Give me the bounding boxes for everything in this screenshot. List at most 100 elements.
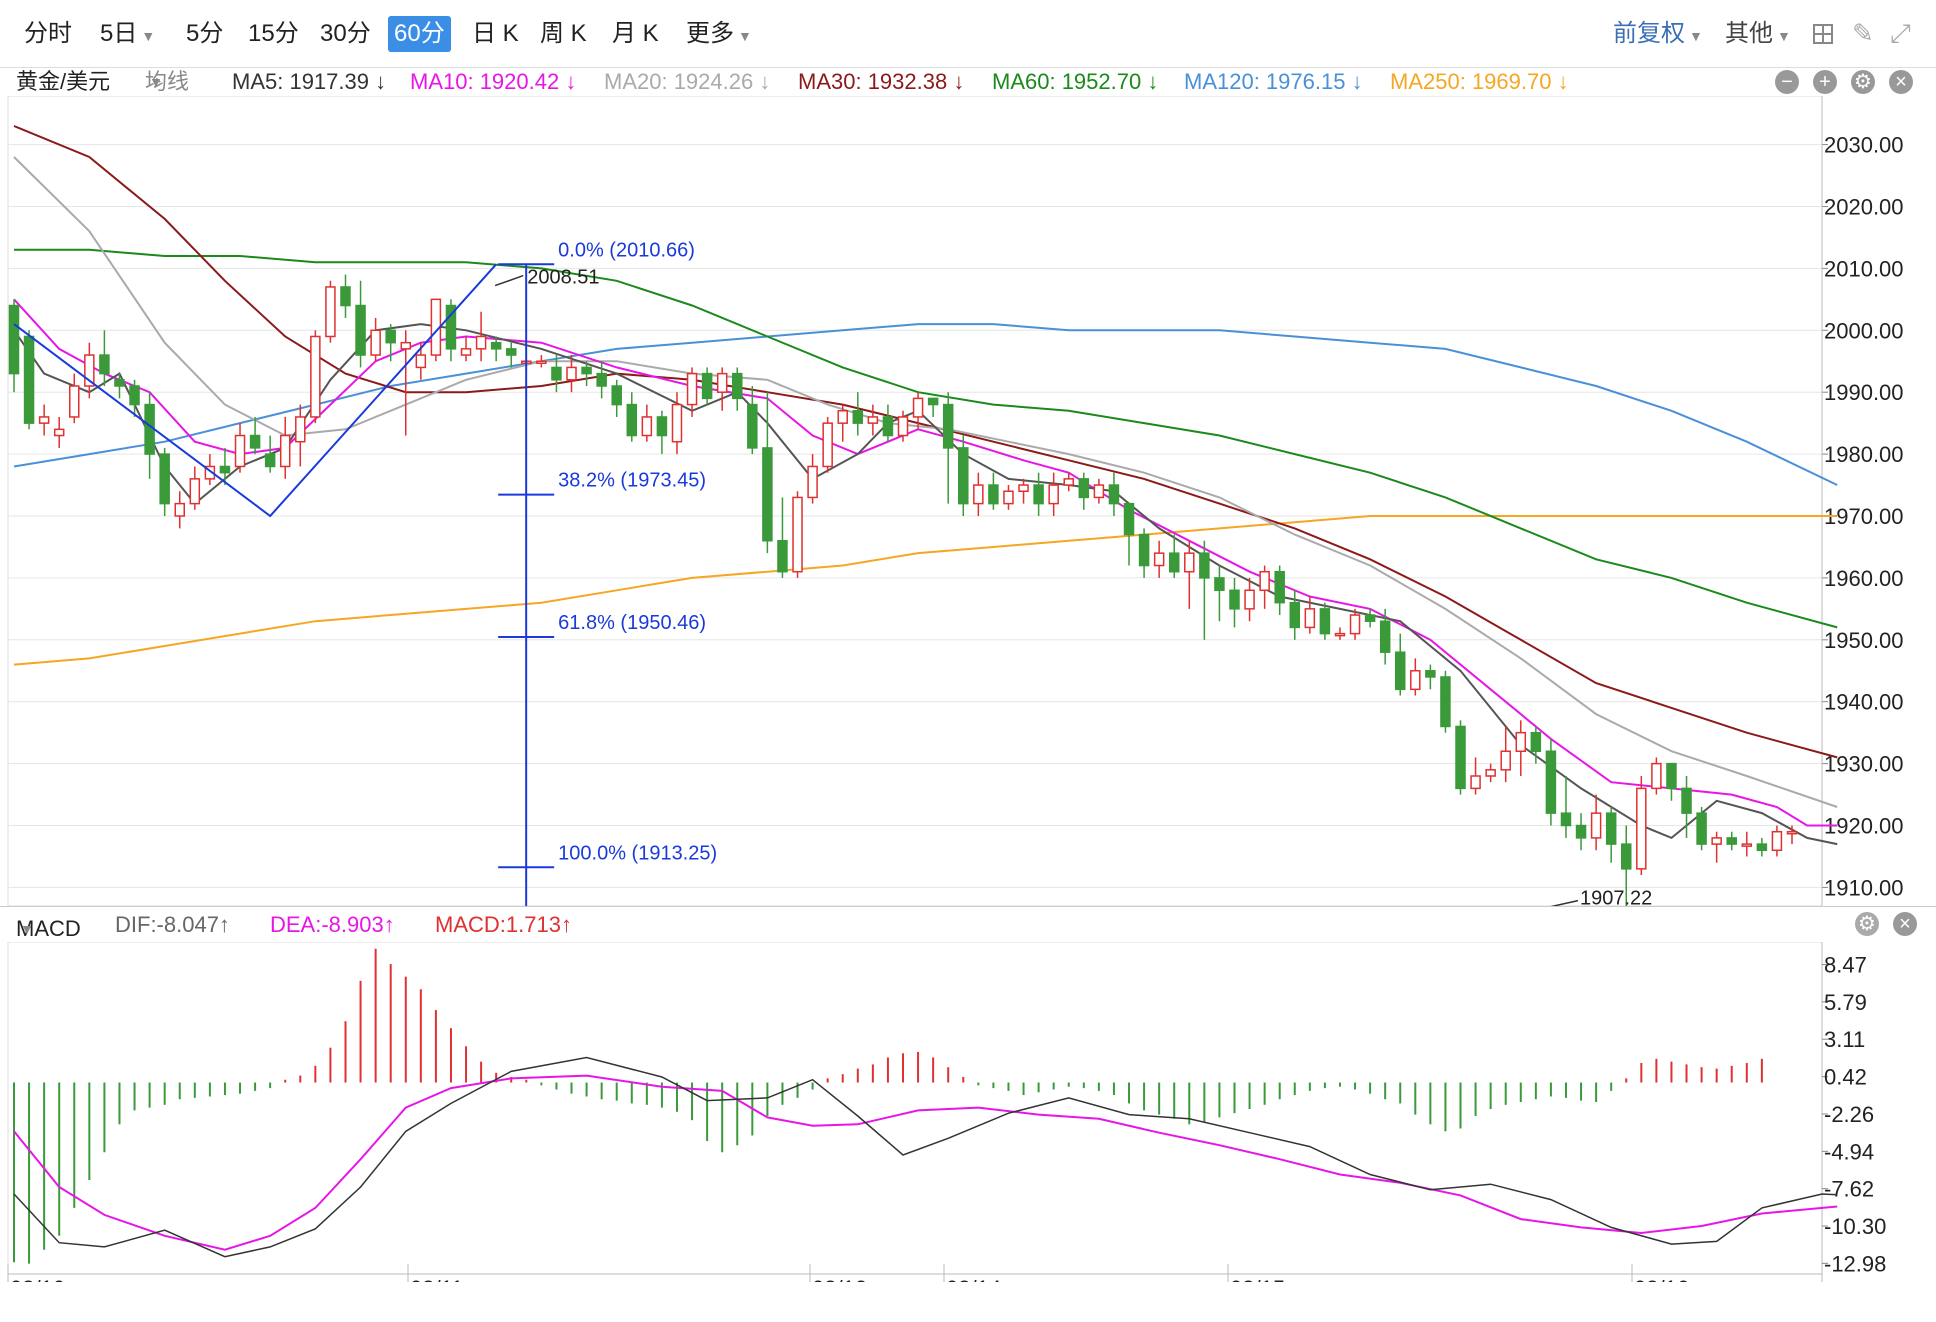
candle-body — [1199, 552, 1210, 579]
period-0[interactable]: 分时 — [24, 16, 72, 52]
macd-chart[interactable]: 8.47 5.79 3.11 0.42 -2.26 -4.94 -7.62 -10.30 -12… — [0, 942, 1936, 1282]
candle-body — [701, 372, 713, 400]
other-dropdown[interactable]: 其他 ▼ — [1725, 16, 1791, 52]
period-label: 周 K — [540, 20, 587, 47]
ma60-label: MA60: 1952.70 ↓ — [992, 69, 1159, 94]
candle-body — [596, 372, 607, 387]
period-7[interactable]: 周 K — [540, 16, 587, 52]
x-tick-label: 03/16 — [1634, 1276, 1689, 1282]
candle-body — [1666, 762, 1677, 790]
candle-body — [1093, 484, 1105, 499]
candle-body — [1696, 812, 1707, 845]
candle-body — [475, 335, 487, 350]
candle-body — [174, 502, 185, 517]
macd-y-tick-label: 5.79 — [1824, 990, 1867, 1015]
candle-body — [400, 341, 412, 350]
candle-body — [99, 354, 110, 375]
candle-body — [581, 366, 592, 375]
high-annotation: 2008.51 — [527, 267, 599, 289]
period-1[interactable]: 5日 ▼ — [100, 16, 155, 52]
candle-body — [942, 403, 954, 449]
candle-body — [1681, 787, 1692, 814]
adjust-label: 前复权 — [1613, 20, 1685, 47]
candle-body — [159, 453, 170, 505]
ma30-line — [13, 125, 1838, 759]
candle-body — [1319, 608, 1331, 635]
fib-trend-line — [13, 263, 497, 518]
candle-body — [1545, 750, 1557, 814]
adjust-dropdown[interactable]: 前复权 ▼ — [1613, 16, 1703, 52]
candle-body — [988, 484, 999, 505]
candle-body — [204, 465, 216, 480]
period-8[interactable]: 月 K — [612, 16, 659, 52]
chevron-down-icon: ▼ — [1689, 28, 1703, 44]
x-tick-label: 03/14 — [946, 1276, 1001, 1282]
candle-body — [1636, 787, 1647, 870]
candle-body — [114, 379, 125, 387]
candle-body — [1003, 490, 1014, 505]
candle-body — [867, 416, 879, 424]
candle-body — [566, 366, 577, 381]
y-tick-label: 2010.00 — [1824, 256, 1904, 281]
candle-body — [1274, 570, 1285, 604]
candle-body — [1605, 812, 1617, 845]
fib-level-label: 38.2% (1973.45) — [558, 470, 706, 492]
candle-body — [1379, 620, 1391, 653]
candle-body — [837, 410, 848, 424]
x-tick-label: 03/12 — [812, 1276, 867, 1282]
period-3[interactable]: 15分 — [248, 16, 299, 52]
ma-type-label: 均线 — [145, 69, 190, 94]
period-label: 15分 — [248, 20, 299, 47]
candle-body — [792, 496, 803, 573]
ma20-label: MA20: 1924.26 ↓ — [604, 69, 771, 94]
period-6[interactable]: 日 K — [472, 16, 519, 52]
fib-level-label: 0.0% (2010.66) — [558, 239, 695, 261]
zoom-out-icon[interactable]: − — [1775, 70, 1799, 94]
y-tick-label: 1920.00 — [1824, 814, 1904, 839]
price-chart[interactable]: 2030.00 2020.00 2010.00 2000.00 1990.00 1980.… — [0, 96, 1936, 906]
candle-body — [1063, 478, 1074, 486]
candle-body — [852, 410, 864, 424]
macd-y-tick-label: -10.30 — [1824, 1214, 1886, 1239]
candle-body — [189, 478, 201, 505]
candle-body — [325, 286, 336, 338]
candle-body — [1485, 769, 1496, 777]
period-label: 月 K — [612, 20, 659, 47]
chevron-down-icon: ▼ — [149, 74, 163, 90]
dea-line — [13, 1074, 1838, 1251]
candle-body — [686, 372, 698, 406]
period-5[interactable]: 60分 — [388, 16, 451, 52]
y-tick-label: 1990.00 — [1824, 380, 1904, 405]
period-label: 更多 — [686, 20, 734, 47]
candle-body — [1621, 843, 1632, 870]
candle-body — [1425, 670, 1436, 678]
macd-gear-icon[interactable]: ⚙ — [1855, 912, 1879, 936]
arrow-icon — [1550, 899, 1579, 906]
candle-body — [1786, 830, 1798, 835]
ma5-label: MA5: 1917.39 ↓ — [232, 69, 387, 94]
candle-body — [1349, 614, 1361, 635]
candle-body — [1470, 775, 1481, 790]
macd-value-label: MACD:1.713↑ — [435, 912, 572, 937]
macd-close-icon[interactable]: × — [1893, 912, 1917, 936]
grid-icon[interactable] — [1813, 24, 1833, 44]
candle-body — [355, 304, 366, 356]
period-4[interactable]: 30分 — [320, 16, 371, 52]
fullscreen-icon[interactable]: ⤢ — [1890, 18, 1911, 48]
close-icon[interactable]: × — [1889, 70, 1913, 94]
candle-body — [1575, 824, 1587, 839]
candle-body — [129, 385, 140, 406]
period-2[interactable]: 5分 — [186, 16, 223, 52]
dif-label: DIF:-8.047↑ — [115, 912, 230, 937]
candle-body — [445, 304, 457, 350]
candle-body — [822, 422, 833, 468]
candle-body — [1726, 837, 1737, 845]
draw-icon[interactable]: ✎ — [1852, 18, 1874, 48]
candle-body — [732, 372, 743, 400]
candle-body — [1334, 632, 1346, 637]
zoom-in-icon[interactable]: + — [1813, 70, 1837, 94]
candle-body — [234, 434, 246, 468]
gear-icon[interactable]: ⚙ — [1851, 70, 1875, 94]
x-tick-label: 03/15 — [1230, 1276, 1285, 1282]
period-9[interactable]: 更多 ▼ — [686, 16, 752, 52]
